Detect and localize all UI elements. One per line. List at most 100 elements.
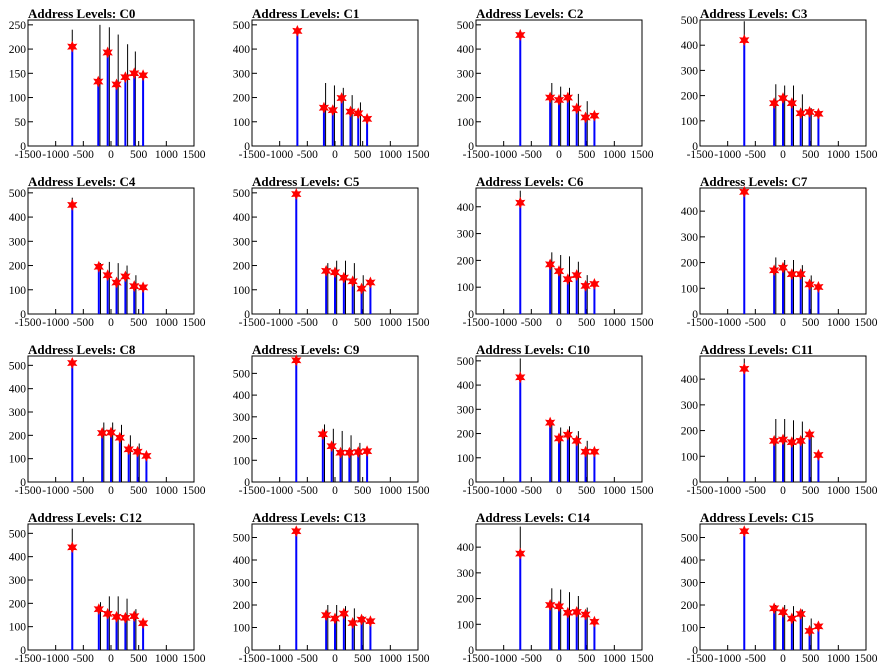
x-tick-label: -500 (73, 317, 94, 329)
peak-marker (571, 434, 582, 447)
peak-marker (786, 612, 798, 625)
y-tick-label: 100 (9, 622, 27, 634)
x-tick-label: -1000 (714, 149, 741, 161)
x-tick-label: -1000 (42, 653, 69, 665)
peak-marker (120, 270, 131, 283)
peak-marker (515, 196, 526, 209)
histogram-bar (71, 363, 74, 482)
x-tick-label: -1500 (463, 317, 490, 329)
peak-marker (813, 107, 824, 120)
y-tick-label: 400 (681, 206, 699, 218)
peak-marker (353, 107, 364, 120)
histogram-bar (295, 531, 298, 650)
y-tick-label: 100 (457, 117, 475, 129)
y-tick-label: 300 (681, 232, 699, 244)
histogram-bar (773, 103, 776, 146)
x-tick-label: 500 (130, 149, 148, 161)
x-tick-label: 500 (354, 317, 372, 329)
y-tick-label: 100 (233, 117, 251, 129)
x-tick-label: -1500 (687, 149, 714, 161)
y-tick-label: 0 (692, 645, 698, 657)
chart-title: Address Levels: C15 (700, 510, 814, 525)
y-tick-label: 200 (233, 93, 251, 105)
histogram-bar (808, 434, 811, 482)
peak-marker (544, 599, 556, 611)
y-tick-label: 100 (9, 285, 27, 297)
y-tick-label: 400 (233, 44, 251, 56)
y-tick-label: 0 (244, 309, 250, 321)
histogram-bar (808, 630, 811, 650)
peak-marker (562, 428, 574, 441)
chart-svg: 0 100 200 300 400 500 -1500 -1000 -500 0 500 1000 15… (233, 523, 430, 665)
histogram-bar (357, 452, 360, 482)
x-tick-label: -1500 (239, 653, 266, 665)
peak-marker (93, 75, 104, 88)
x-tick-label: 1000 (603, 317, 626, 329)
histogram-bar (549, 422, 552, 482)
histogram-bar (295, 360, 298, 482)
x-tick-label: 1500 (407, 317, 430, 329)
y-tick-label: 0 (20, 309, 26, 321)
x-tick-label: -500 (73, 653, 94, 665)
chart-panel-1: 0 100 200 300 400 500 -1500 -1000 -500 0 500 1000 15… (224, 0, 448, 168)
y-tick-label: 300 (457, 68, 475, 80)
y-tick-label: 100 (457, 282, 475, 294)
x-tick-label: 1000 (379, 149, 402, 161)
plot-frame (27, 523, 195, 651)
histogram-bar (340, 98, 343, 146)
histogram-bar (97, 266, 100, 314)
x-tick-label: 1500 (183, 149, 206, 161)
y-tick-label: 0 (244, 645, 250, 657)
x-tick-label: 1500 (183, 653, 206, 665)
histogram-bar (584, 451, 587, 482)
peak-marker (326, 440, 337, 453)
peak-marker (329, 266, 341, 279)
y-tick-label: 400 (457, 380, 475, 392)
chart-panel-5: 0 100 200 300 400 500 -1500 -1000 -500 0 500 1000 15… (224, 168, 448, 336)
y-tick-label: 500 (233, 20, 251, 32)
peak-marker (111, 610, 122, 623)
peak-marker (111, 276, 122, 289)
y-tick-label: 400 (681, 374, 699, 386)
histogram-bar (339, 452, 342, 482)
peak-marker (589, 109, 600, 122)
x-tick-label: -1500 (463, 653, 490, 665)
histogram-bar (334, 618, 336, 650)
histogram-bar (136, 451, 139, 482)
x-tick-label: -500 (521, 317, 542, 329)
histogram-bar (743, 191, 746, 314)
histogram-bar (575, 108, 578, 146)
x-tick-label: 1500 (407, 653, 430, 665)
x-tick-label: 500 (130, 653, 148, 665)
histogram-bar (118, 437, 121, 482)
histogram-bar (71, 204, 74, 314)
y-tick-label: 300 (233, 68, 251, 80)
x-tick-label: 0 (780, 653, 786, 665)
histogram-bar (325, 615, 328, 650)
x-tick-label: 1500 (183, 317, 206, 329)
x-tick-label: 1000 (603, 485, 626, 497)
x-tick-label: -1000 (266, 317, 293, 329)
peak-marker (795, 434, 806, 447)
histogram-bar (124, 617, 127, 650)
peak-marker (589, 445, 600, 458)
histogram-bar (773, 270, 776, 314)
x-tick-label: 0 (332, 485, 338, 497)
peak-marker (365, 276, 376, 289)
peak-marker (292, 24, 303, 37)
peak-marker (804, 428, 815, 441)
peak-marker (137, 617, 149, 630)
peak-marker (553, 265, 565, 278)
chart-panel-14: 0 100 200 300 400 -1500 -1000 -500 0 500 1000 1500 A… (448, 504, 672, 672)
peak-marker (102, 607, 113, 620)
chart-panel-11: 0 100 200 300 400 -1500 -1000 -500 0 500 1000 1500 A… (672, 336, 896, 504)
peak-marker (786, 268, 798, 281)
y-tick-label: 500 (681, 15, 699, 27)
chart-svg: 0 100 200 300 400 500 -1500 -1000 -500 0 500 1000 15… (457, 355, 654, 497)
chart-panel-12: 0 100 200 300 400 500 -1500 -1000 -500 0 500 1000 15… (0, 504, 224, 672)
x-tick-label: 1000 (155, 149, 178, 161)
y-tick-label: 500 (681, 533, 699, 545)
x-tick-label: 0 (332, 149, 338, 161)
x-tick-label: 500 (802, 485, 820, 497)
peak-marker (67, 541, 78, 554)
